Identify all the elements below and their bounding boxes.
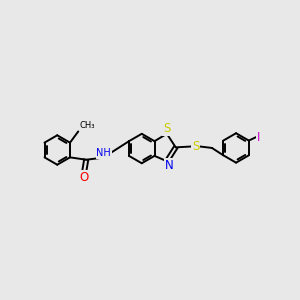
Text: S: S — [163, 122, 171, 135]
Text: CH₃: CH₃ — [80, 121, 95, 130]
Text: O: O — [79, 171, 88, 184]
Text: S: S — [192, 140, 200, 153]
Text: NH: NH — [97, 148, 111, 158]
Text: I: I — [257, 130, 260, 143]
Text: N: N — [165, 159, 174, 172]
